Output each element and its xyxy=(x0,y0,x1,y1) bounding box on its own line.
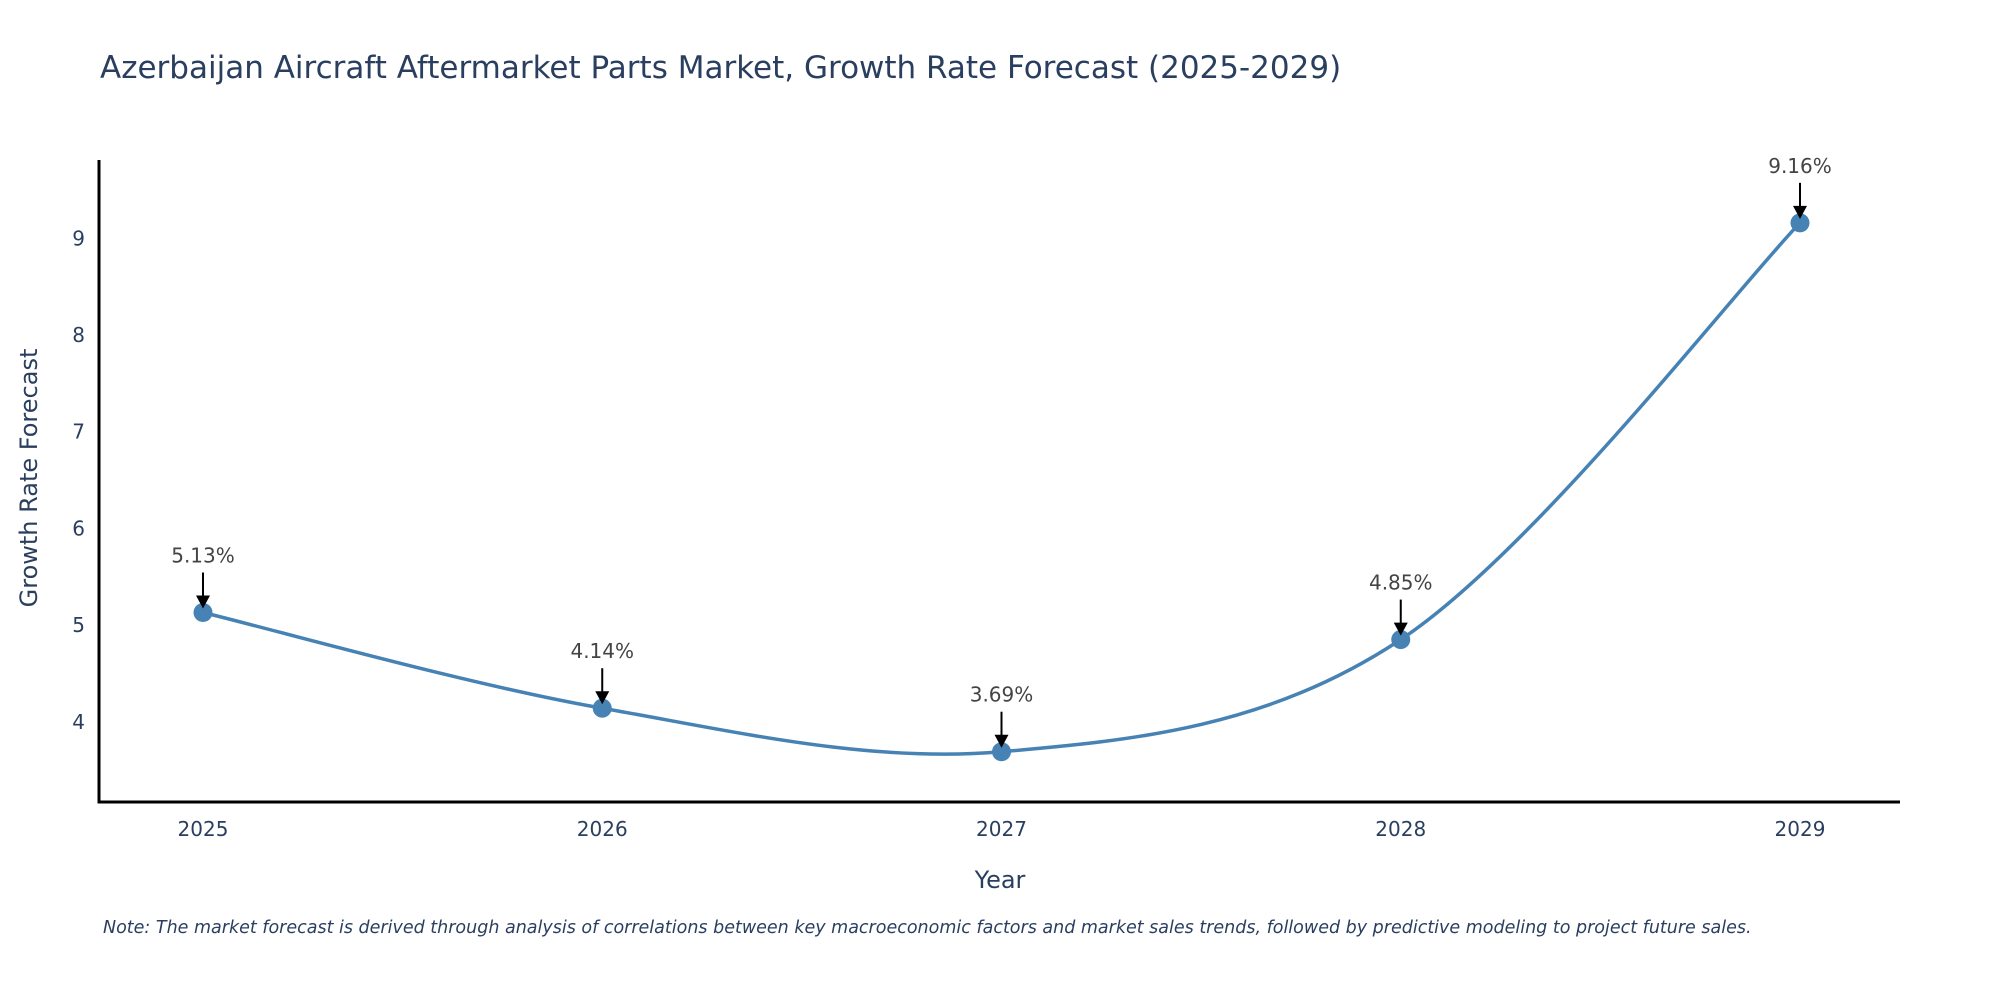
x-tick-label: 2029 xyxy=(1775,817,1826,841)
annotation-arrow-head xyxy=(994,734,1009,748)
y-tick-label: 5 xyxy=(72,613,85,637)
x-tick-label: 2027 xyxy=(976,817,1027,841)
x-axis-ticks: 2025 2026 2027 2028 2029 xyxy=(178,817,1826,841)
chart-title: Azerbaijan Aircraft Aftermarket Parts Ma… xyxy=(100,50,1342,86)
y-tick-label: 6 xyxy=(72,516,85,540)
annotation-label: 5.13% xyxy=(171,543,235,567)
y-axis-ticks: 4 5 6 7 8 9 xyxy=(72,226,85,733)
data-point xyxy=(592,698,612,718)
footnote: Note: The market forecast is derived thr… xyxy=(103,918,1752,938)
y-axis-title: Growth Rate Forecast xyxy=(15,349,43,608)
data-point xyxy=(193,602,213,622)
y-tick-label: 8 xyxy=(72,323,85,347)
data-point xyxy=(1790,213,1810,233)
annotation-arrow-head xyxy=(1793,205,1807,219)
annotation-arrow-head xyxy=(1393,622,1408,636)
annotation-label: 4.14% xyxy=(570,639,634,663)
annotation-arrow-head xyxy=(196,595,210,609)
data-points xyxy=(193,213,1810,762)
axes xyxy=(97,160,1900,804)
series-line xyxy=(202,221,1802,756)
x-axis-title: Year xyxy=(974,866,1026,894)
y-tick-label: 4 xyxy=(72,710,85,734)
data-point xyxy=(1391,630,1411,650)
data-point xyxy=(992,742,1011,762)
annotation-label: 9.16% xyxy=(1768,154,1832,178)
annotation-label: 3.69% xyxy=(970,683,1034,707)
annotation-arrow-head xyxy=(595,691,610,705)
y-tick-label: 9 xyxy=(72,226,85,250)
x-tick-label: 2026 xyxy=(577,817,628,841)
annotation-label: 4.85% xyxy=(1369,571,1433,595)
y-tick-label: 7 xyxy=(72,420,85,444)
x-tick-label: 2028 xyxy=(1375,817,1426,841)
annotations: 5.13% 4.14% 3.69% 4.85% 9.16% xyxy=(171,154,1832,748)
x-tick-label: 2025 xyxy=(178,817,229,841)
